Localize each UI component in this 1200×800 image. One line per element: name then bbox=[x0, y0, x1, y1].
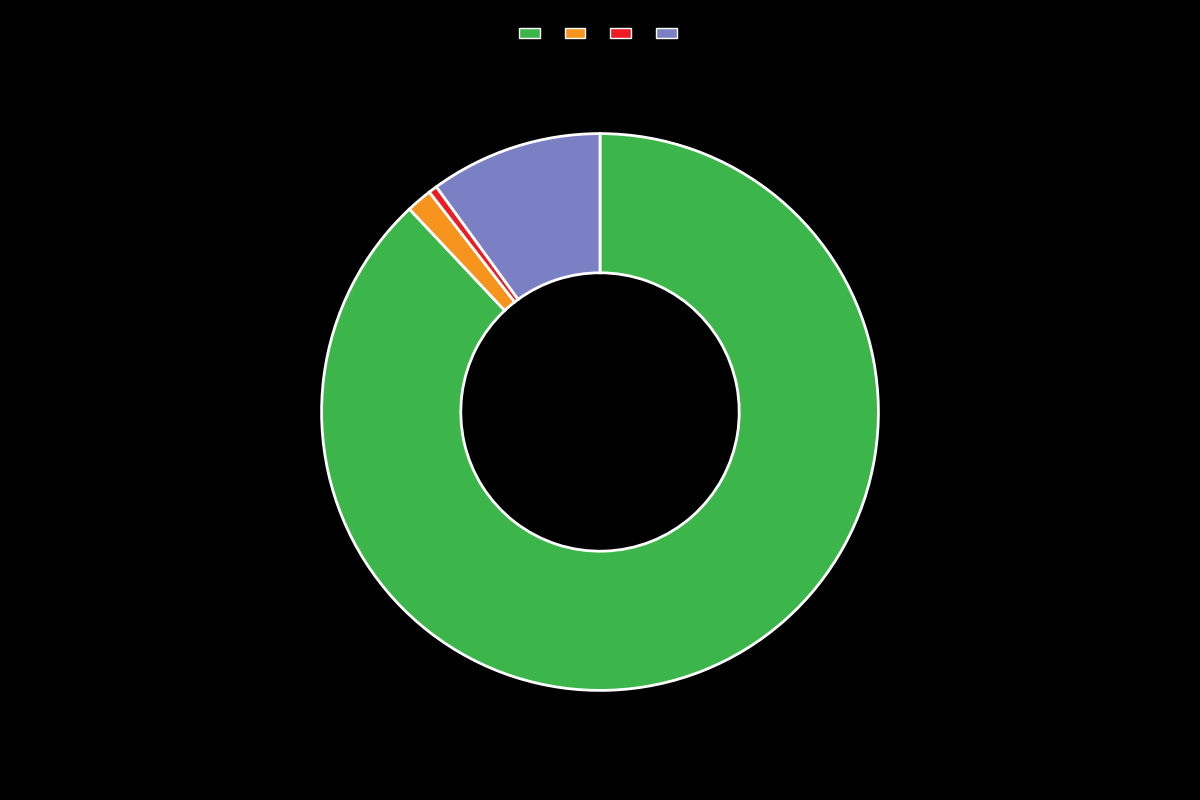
Legend: , , , : , , , bbox=[514, 22, 686, 44]
Wedge shape bbox=[409, 192, 515, 310]
Wedge shape bbox=[430, 186, 518, 302]
Wedge shape bbox=[437, 134, 600, 299]
Wedge shape bbox=[322, 134, 878, 690]
